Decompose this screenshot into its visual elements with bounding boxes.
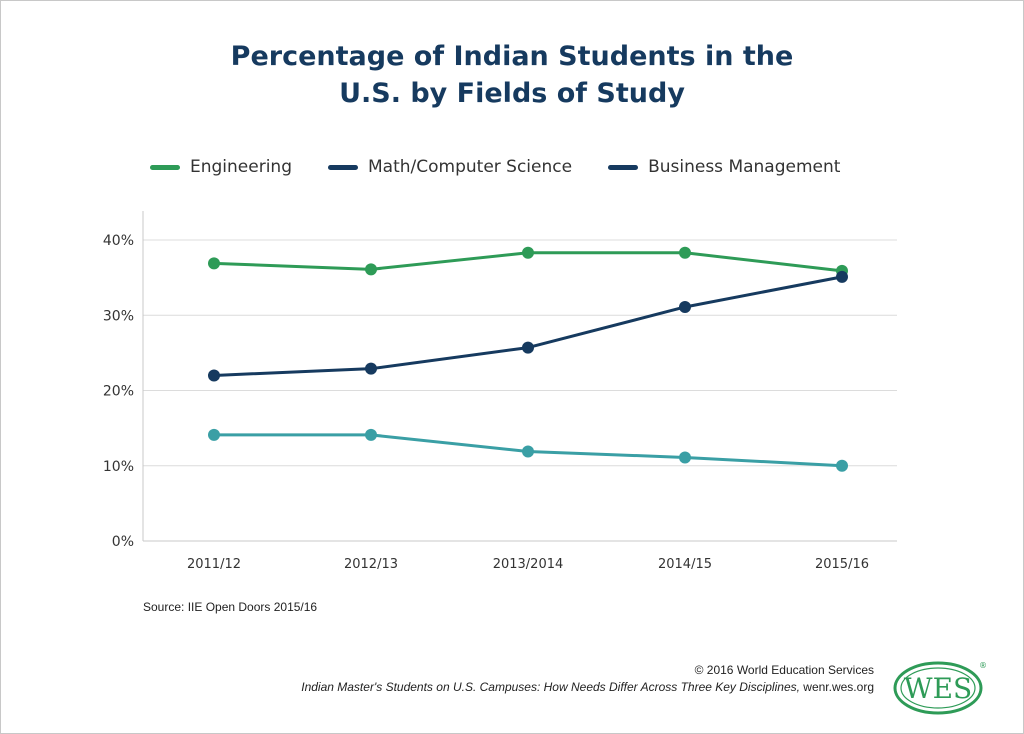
legend-item-engineering: Engineering	[150, 157, 292, 177]
footer-article-title: Indian Master's Students on U.S. Campuse…	[301, 680, 800, 694]
chart-title-line-2: U.S. by Fields of Study	[339, 78, 685, 109]
data-point-math-computer-science-1	[365, 362, 377, 375]
series-line-math-computer-science	[212, 275, 844, 377]
legend-item-business-management: Business Management	[608, 157, 840, 177]
footer-site: wenr.wes.org	[799, 680, 874, 694]
chart-title-line-1: Percentage of Indian Students in the	[230, 41, 794, 72]
x-tick-label-2: 2013/2014	[493, 557, 564, 572]
wes-logo: WES ®	[893, 661, 987, 715]
x-tick-label-1: 2012/13	[344, 557, 398, 572]
data-point-business-management-0	[208, 428, 220, 441]
data-point-engineering-2	[522, 246, 534, 259]
footer-credit: © 2016 World Education Services Indian M…	[301, 662, 874, 696]
data-point-business-management-1	[365, 428, 377, 441]
y-tick-label-10: 10%	[103, 459, 134, 475]
data-point-engineering-0	[208, 257, 220, 270]
wes-logo-ring	[893, 661, 983, 715]
y-tick-label-30: 30%	[103, 308, 134, 324]
data-point-math-computer-science-2	[522, 341, 534, 354]
legend-item-math-computer-science: Math/Computer Science	[328, 157, 572, 177]
data-point-math-computer-science-3	[679, 300, 691, 313]
y-tick-label-0: 0%	[112, 534, 134, 550]
x-tick-label-3: 2014/15	[658, 557, 712, 572]
data-point-business-management-3	[679, 451, 691, 464]
wes-logo-registered-mark: ®	[979, 661, 987, 670]
chart-legend: Engineering Math/Computer Science Busine…	[150, 155, 876, 179]
legend-swatch-engineering	[150, 164, 180, 170]
x-tick-label-4: 2015/16	[815, 557, 869, 572]
legend-swatch-math-computer-science	[328, 164, 358, 170]
footer-copyright: © 2016 World Education Services	[694, 663, 874, 677]
data-point-engineering-3	[679, 246, 691, 259]
x-tick-label-0: 2011/12	[187, 557, 241, 572]
legend-label-business-management: Business Management	[648, 157, 841, 177]
source-note: Source: IIE Open Doors 2015/16	[143, 600, 318, 614]
data-point-engineering-1	[365, 263, 377, 276]
y-tick-label-20: 20%	[103, 384, 134, 400]
legend-label-engineering: Engineering	[190, 157, 292, 177]
wes-logo-inner-ring	[900, 667, 976, 709]
y-tick-label-40: 40%	[103, 233, 134, 249]
data-point-math-computer-science-0	[208, 369, 220, 382]
data-point-business-management-4	[836, 459, 848, 472]
wes-logo-text: WES	[904, 672, 972, 705]
legend-swatch-business-management	[608, 164, 639, 170]
data-point-math-computer-science-4	[836, 270, 848, 283]
chart-title: Percentage of Indian Students in the U.S…	[0, 38, 1024, 112]
legend-label-math-computer-science: Math/Computer Science	[368, 157, 573, 177]
data-point-business-management-2	[522, 445, 534, 458]
